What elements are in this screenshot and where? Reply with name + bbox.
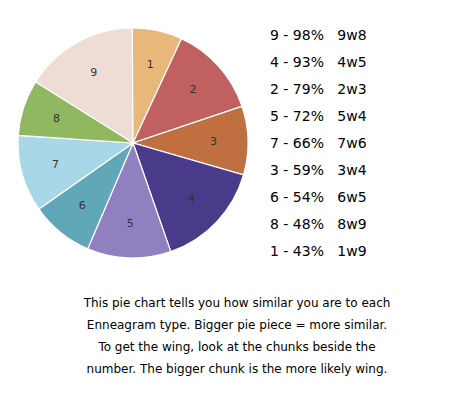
svg-text:4: 4	[188, 192, 195, 205]
svg-text:5: 5	[127, 217, 134, 230]
html-text:5 - 72% 5w4: 5 - 72% 5w4	[270, 107, 367, 124]
html-text:9 - 98% 9w8: 9 - 98% 9w8	[270, 26, 367, 43]
svg-text:6: 6	[79, 199, 86, 212]
html-text:4 - 93% 4w5: 4 - 93% 4w5	[270, 53, 367, 70]
svg-text:1: 1	[147, 58, 154, 71]
html-text:8 - 48% 8w9: 8 - 48% 8w9	[270, 215, 367, 232]
html-text:6 - 54% 6w5: 6 - 54% 6w5	[270, 188, 367, 205]
html-text:This pie chart tells you how s: This pie chart tells you how similar you…	[83, 296, 391, 376]
svg-text:3: 3	[210, 135, 217, 148]
svg-text:2: 2	[189, 83, 196, 96]
html-text:7 - 66% 7w6: 7 - 66% 7w6	[270, 134, 367, 151]
svg-text:7: 7	[52, 158, 59, 171]
svg-text:8: 8	[53, 112, 60, 125]
html-text:3 - 59% 3w4: 3 - 59% 3w4	[270, 161, 367, 178]
html-text:2 - 79% 2w3: 2 - 79% 2w3	[270, 80, 367, 97]
html-text:1 - 43% 1w9: 1 - 43% 1w9	[270, 242, 367, 259]
svg-text:9: 9	[90, 66, 97, 79]
